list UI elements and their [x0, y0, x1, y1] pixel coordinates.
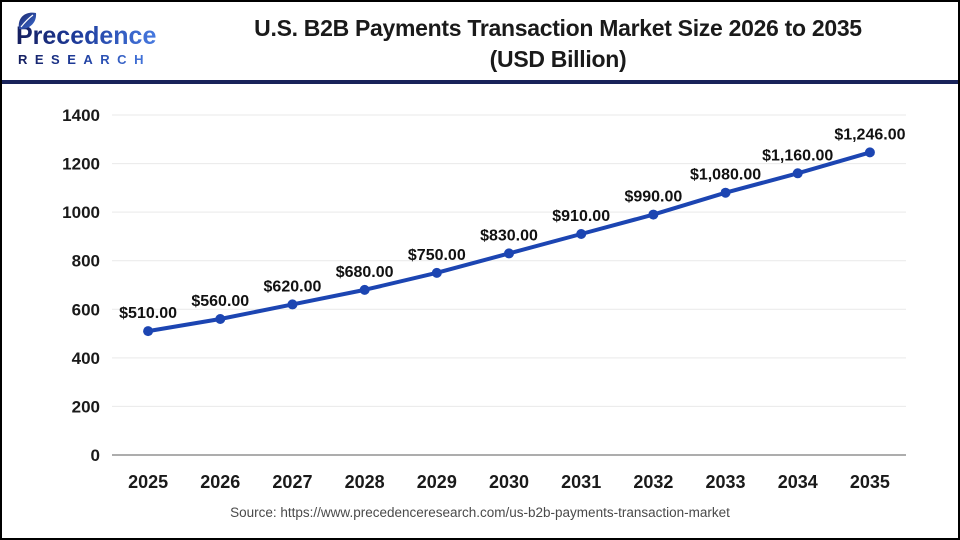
x-axis-label-2034: 2034: [778, 472, 818, 492]
y-axis-label-0: 0: [91, 446, 100, 465]
data-point-2030: [504, 248, 514, 259]
x-axis-label-2029: 2029: [417, 472, 457, 492]
data-label-2034: $1,160.00: [762, 147, 833, 164]
y-axis-label-400: 400: [72, 349, 100, 368]
data-label-2029: $750.00: [408, 247, 466, 264]
brand-subtitle: RESEARCH: [18, 52, 151, 67]
data-point-2032: [648, 209, 659, 220]
x-axis-label-2027: 2027: [272, 472, 312, 492]
data-point-2031: [576, 229, 587, 239]
data-point-2026: [215, 314, 226, 324]
y-axis-label-800: 800: [72, 252, 100, 271]
y-axis-label-200: 200: [72, 397, 100, 416]
data-label-2025: $510.00: [119, 305, 177, 322]
y-axis-label-1400: 1400: [62, 106, 100, 125]
data-label-2030: $830.00: [480, 227, 538, 244]
source-citation: Source: https://www.precedenceresearch.c…: [230, 505, 730, 520]
x-axis-label-2035: 2035: [850, 472, 890, 492]
x-axis-label-2033: 2033: [706, 472, 746, 492]
x-axis-label-2030: 2030: [489, 472, 529, 492]
data-label-2026: $560.00: [191, 293, 249, 310]
data-label-2027: $620.00: [264, 278, 322, 295]
data-point-2028: [359, 284, 370, 295]
x-axis-label-2025: 2025: [128, 472, 168, 492]
data-label-2035: $1,246.00: [834, 126, 905, 143]
brand-name: Precedence: [16, 22, 156, 50]
data-label-2033: $1,080.00: [690, 167, 761, 184]
data-point-2025: [143, 326, 154, 337]
data-point-2027: [287, 299, 298, 310]
data-label-2031: $910.00: [552, 208, 610, 225]
line-chart: 0 200 400 600 800 1000 1200 1400 2025 2026 2027 202…: [62, 106, 906, 492]
leaf-vein: [20, 14, 34, 28]
y-axis-label-1000: 1000: [62, 203, 100, 222]
chart-title-line2: (USD Billion): [489, 46, 627, 72]
data-label-2032: $990.00: [624, 189, 682, 206]
chart-title-line1: U.S. B2B Payments Transaction Market Siz…: [254, 15, 862, 41]
x-axis-label-2026: 2026: [200, 472, 240, 492]
header: Precedence RESEARCH U.S. B2B Payments Tr…: [2, 2, 958, 84]
x-axis-label-2028: 2028: [345, 472, 385, 492]
x-axis-label-2032: 2032: [633, 472, 673, 492]
y-axis-label-1200: 1200: [62, 155, 100, 174]
data-point-2035: [864, 147, 875, 158]
data-point-2034: [792, 168, 803, 179]
data-label-2028: $680.00: [336, 264, 394, 281]
chart-title: U.S. B2B Payments Transaction Market Siz…: [162, 13, 954, 75]
y-axis-label-600: 600: [72, 300, 100, 319]
data-point-2033: [720, 187, 731, 198]
precedence-research-logo: Precedence RESEARCH: [16, 12, 156, 67]
x-axis-label-2031: 2031: [561, 472, 601, 492]
data-point-2029: [431, 267, 442, 278]
